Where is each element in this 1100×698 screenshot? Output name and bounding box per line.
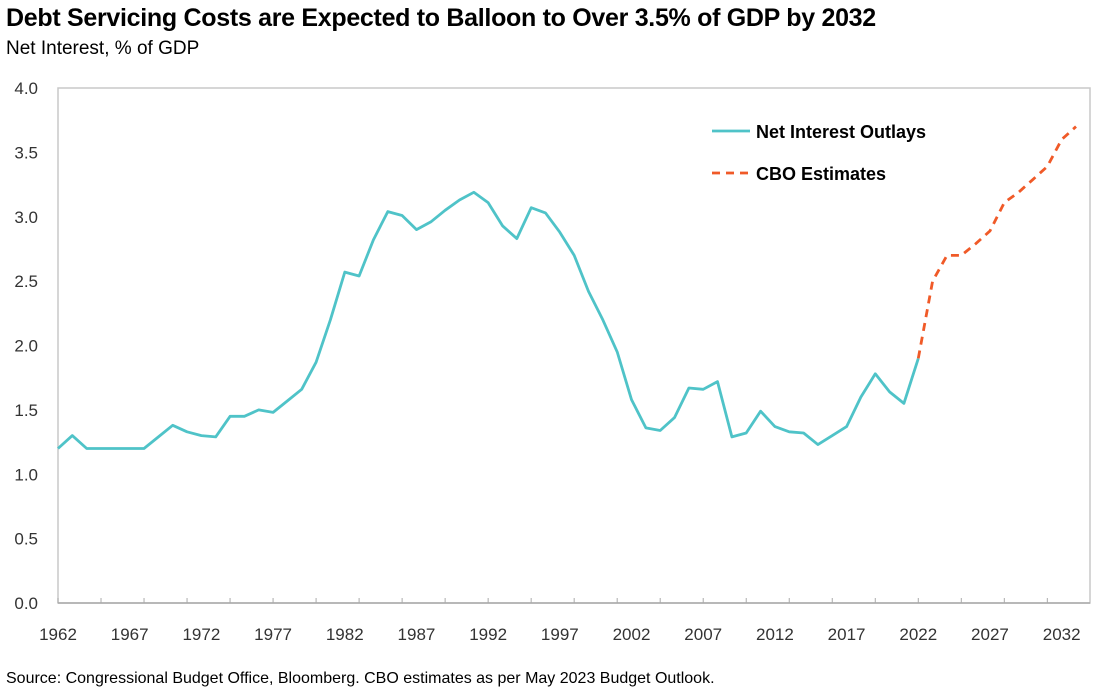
- series-line-cbo-estimates: [916, 125, 1077, 359]
- legend-label: Net Interest Outlays: [756, 122, 926, 142]
- x-tick-label: 2007: [684, 625, 722, 644]
- y-tick-label: 1.0: [14, 465, 38, 484]
- x-tick-label: 2017: [828, 625, 866, 644]
- x-tick-label: 1977: [254, 625, 292, 644]
- x-tick-label: 1982: [326, 625, 364, 644]
- plot-frame: [57, 87, 1091, 604]
- y-tick-label: 3.5: [14, 143, 38, 162]
- x-tick-label: 2012: [756, 625, 794, 644]
- x-tick-label: 2032: [1043, 625, 1081, 644]
- x-tick-label: 2002: [613, 625, 651, 644]
- y-tick-label: 2.5: [14, 272, 38, 291]
- x-tick-label: 2027: [971, 625, 1009, 644]
- x-tick-label: 1962: [39, 625, 77, 644]
- chart-subtitle: Net Interest, % of GDP: [6, 38, 200, 59]
- x-tick-label: 1997: [541, 625, 579, 644]
- legend-label: CBO Estimates: [756, 164, 886, 184]
- legend: Net Interest Outlays CBO Estimates: [712, 122, 926, 184]
- y-tick-label: 4.0: [14, 79, 38, 98]
- y-tick-label: 3.0: [14, 208, 38, 227]
- y-tick-label: 1.5: [14, 401, 38, 420]
- series-line-net-interest-outlays: [57, 190, 920, 450]
- x-tick-label: 1992: [469, 625, 507, 644]
- series-group: [57, 125, 1077, 450]
- x-tick-label: 1987: [398, 625, 436, 644]
- x-tick-label: 1972: [182, 625, 220, 644]
- chart-title: Debt Servicing Costs are Expected to Bal…: [6, 4, 876, 32]
- y-tick-label: 2.0: [14, 337, 38, 356]
- axes: 0.0 0.5 1.0 1.5 2.0 2.5 3.0 3.5 4.0 1962 1967 1972 1…: [14, 79, 1091, 644]
- y-tick-label: 0.0: [14, 594, 38, 613]
- source-note: Source: Congressional Budget Office, Blo…: [6, 670, 715, 687]
- x-tick-label: 1967: [111, 625, 149, 644]
- x-tick-label: 2022: [899, 625, 937, 644]
- y-tick-label: 0.5: [14, 530, 38, 549]
